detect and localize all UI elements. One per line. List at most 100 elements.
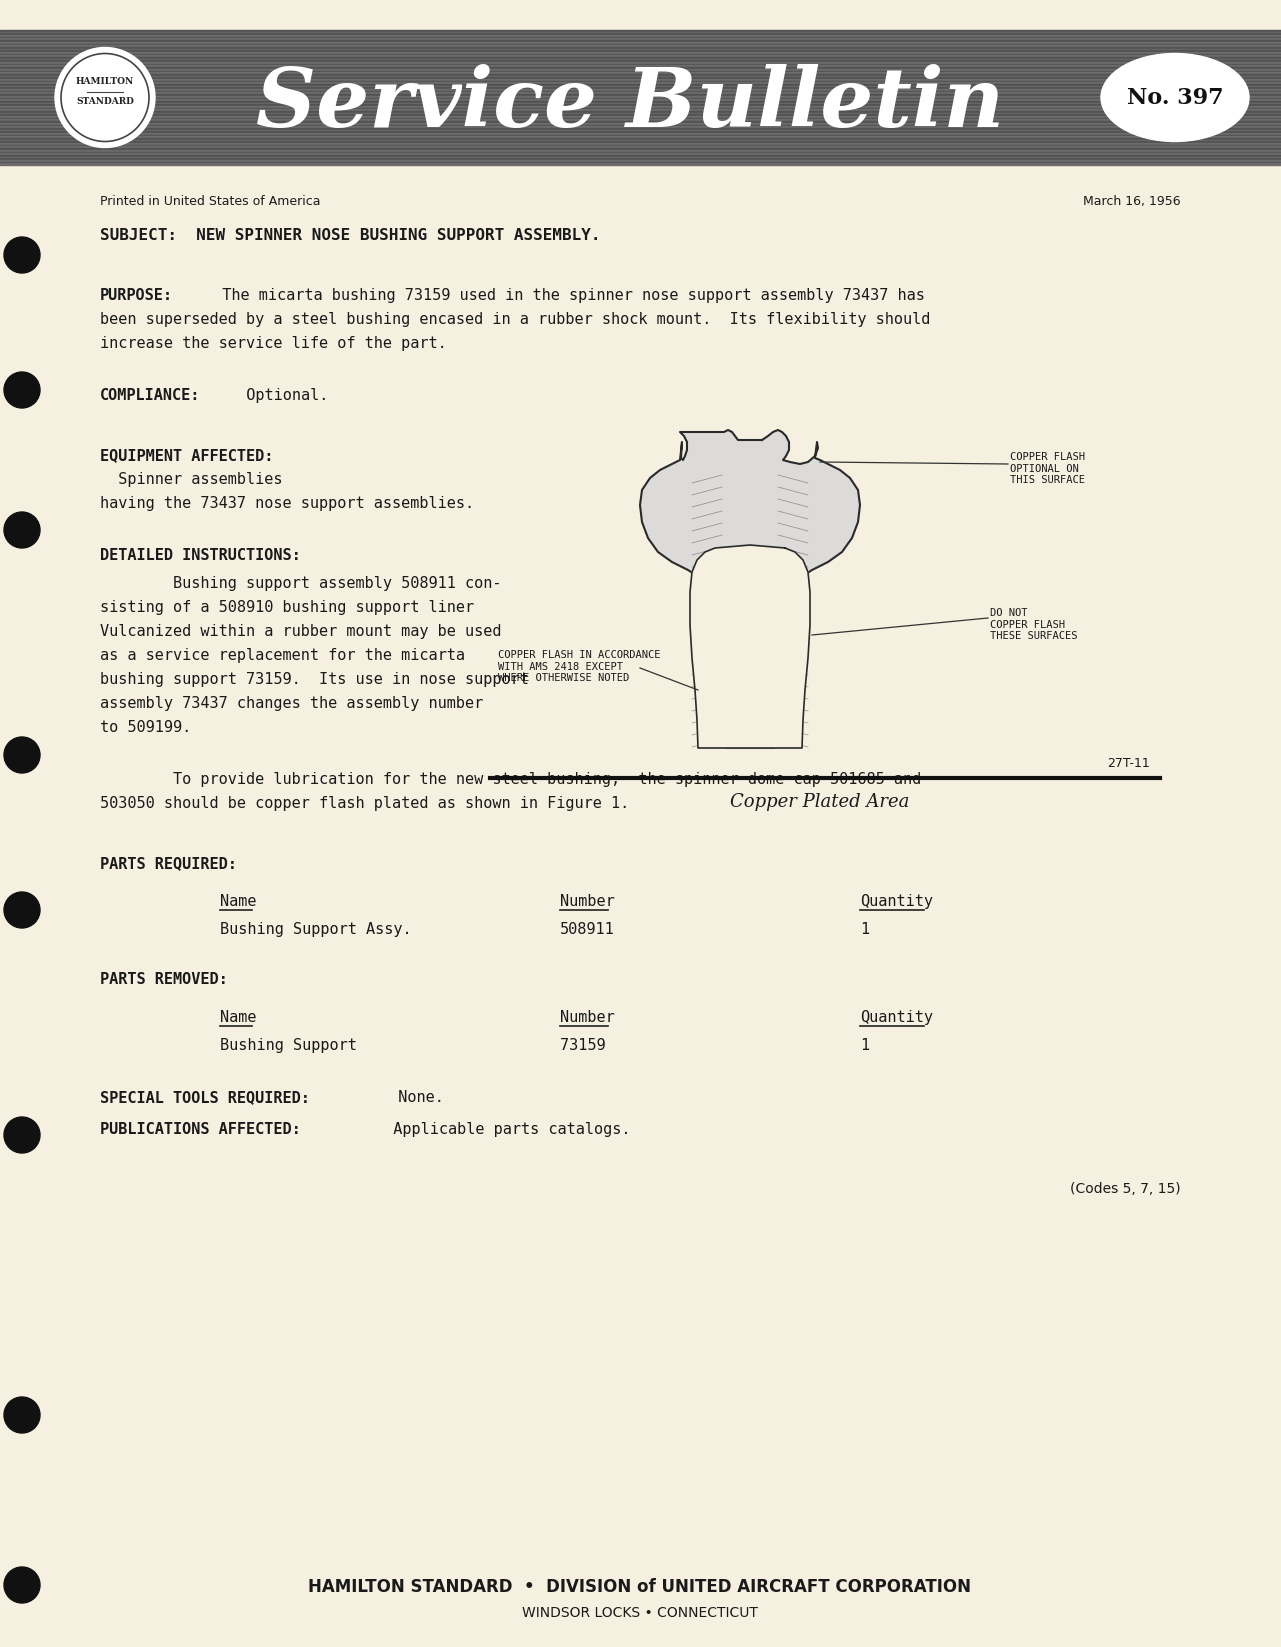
Ellipse shape [1100, 53, 1249, 142]
Circle shape [55, 48, 155, 148]
Text: 503050 should be copper flash plated as shown in Figure 1.: 503050 should be copper flash plated as … [100, 796, 629, 810]
Text: (Codes 5, 7, 15): (Codes 5, 7, 15) [1071, 1183, 1181, 1196]
Bar [0, 51, 1281, 53]
Bar [0, 115, 1281, 117]
Bar [0, 72, 1281, 74]
Text: None.: None. [380, 1090, 445, 1105]
Bar [0, 110, 1281, 112]
Text: Service Bulletin: Service Bulletin [256, 64, 1004, 143]
Bar [0, 127, 1281, 128]
Text: Spinner assemblies: Spinner assemblies [100, 473, 283, 488]
Text: increase the service life of the part.: increase the service life of the part. [100, 336, 447, 351]
Bar [0, 125, 1281, 127]
Bar [0, 124, 1281, 125]
Bar [0, 97, 1281, 99]
Bar [0, 87, 1281, 89]
Bar [0, 74, 1281, 76]
Bar [0, 36, 1281, 38]
Bar [0, 82, 1281, 84]
Bar [0, 48, 1281, 51]
Text: Name: Name [220, 894, 256, 909]
Bar [0, 130, 1281, 132]
Bar [0, 107, 1281, 109]
Bar [0, 163, 1281, 165]
Bar [0, 158, 1281, 160]
Bar [0, 63, 1281, 64]
Text: 27T-11: 27T-11 [1107, 758, 1150, 771]
Bar [0, 102, 1281, 104]
Text: Printed in United States of America: Printed in United States of America [100, 194, 320, 208]
Text: Quantity: Quantity [860, 894, 933, 909]
Circle shape [4, 1117, 40, 1153]
Text: WINDSOR LOCKS • CONNECTICUT: WINDSOR LOCKS • CONNECTICUT [523, 1606, 758, 1621]
Bar [0, 41, 1281, 43]
Text: HAMILTON: HAMILTON [76, 77, 135, 86]
Bar [0, 38, 1281, 40]
Bar [0, 148, 1281, 150]
Bar [0, 120, 1281, 122]
Bar [0, 77, 1281, 79]
Text: COPPER FLASH
OPTIONAL ON
THIS SURFACE: COPPER FLASH OPTIONAL ON THIS SURFACE [1009, 451, 1085, 486]
Circle shape [4, 237, 40, 273]
Bar [0, 58, 1281, 59]
Polygon shape [690, 545, 810, 748]
Text: The micarta bushing 73159 used in the spinner nose support assembly 73437 has: The micarta bushing 73159 used in the sp… [204, 288, 925, 303]
Bar [0, 69, 1281, 71]
Bar [0, 43, 1281, 44]
Bar [0, 76, 1281, 77]
Text: To provide lubrication for the new steel bushing,  the spinner dome cap 501685 a: To provide lubrication for the new steel… [100, 772, 921, 787]
Bar [0, 100, 1281, 102]
Text: Name: Name [220, 1010, 256, 1024]
Bar [0, 155, 1281, 156]
Bar [0, 142, 1281, 143]
Bar [0, 66, 1281, 68]
Text: Optional.: Optional. [228, 389, 328, 404]
Bar [0, 128, 1281, 130]
Bar [0, 35, 1281, 36]
Text: COPPER FLASH IN ACCORDANCE
WITH AMS 2418 EXCEPT
WHERE OTHERWISE NOTED: COPPER FLASH IN ACCORDANCE WITH AMS 2418… [498, 651, 661, 684]
Bar [0, 92, 1281, 94]
Bar [0, 114, 1281, 115]
Bar [0, 153, 1281, 155]
Bar [0, 160, 1281, 161]
Bar [0, 91, 1281, 92]
Text: Bushing support assembly 508911 con-: Bushing support assembly 508911 con- [100, 576, 501, 591]
Text: DETAILED INSTRUCTIONS:: DETAILED INSTRUCTIONS: [100, 548, 301, 563]
Bar [0, 156, 1281, 158]
Text: Number: Number [560, 1010, 615, 1024]
Bar [0, 138, 1281, 140]
Text: 508911: 508911 [560, 922, 615, 937]
Text: March 16, 1956: March 16, 1956 [1084, 194, 1181, 208]
Bar [0, 94, 1281, 96]
Bar [0, 140, 1281, 142]
Bar [0, 89, 1281, 91]
Bar [0, 152, 1281, 153]
Text: HAMILTON STANDARD  •  DIVISION of UNITED AIRCRAFT CORPORATION: HAMILTON STANDARD • DIVISION of UNITED A… [309, 1578, 971, 1596]
Circle shape [4, 736, 40, 772]
Bar [0, 132, 1281, 133]
Bar [0, 53, 1281, 54]
Polygon shape [640, 430, 860, 748]
Text: 1: 1 [860, 922, 869, 937]
Bar [0, 109, 1281, 110]
Bar [0, 59, 1281, 61]
Text: SPECIAL TOOLS REQUIRED:: SPECIAL TOOLS REQUIRED: [100, 1090, 310, 1105]
Text: 73159: 73159 [560, 1038, 606, 1052]
Text: PURPOSE:: PURPOSE: [100, 288, 173, 303]
Text: Applicable parts catalogs.: Applicable parts catalogs. [375, 1122, 630, 1136]
Bar [0, 133, 1281, 135]
Circle shape [4, 512, 40, 548]
Bar [0, 96, 1281, 97]
Circle shape [4, 1397, 40, 1433]
Bar [0, 122, 1281, 124]
Bar [0, 137, 1281, 138]
Text: Bushing Support Assy.: Bushing Support Assy. [220, 922, 411, 937]
Bar [0, 79, 1281, 81]
Bar [0, 68, 1281, 69]
Bar [0, 84, 1281, 86]
Text: STANDARD: STANDARD [76, 97, 135, 105]
Bar [0, 147, 1281, 148]
Bar [0, 31, 1281, 33]
Text: Copper Plated Area: Copper Plated Area [730, 792, 910, 810]
Bar [0, 86, 1281, 87]
